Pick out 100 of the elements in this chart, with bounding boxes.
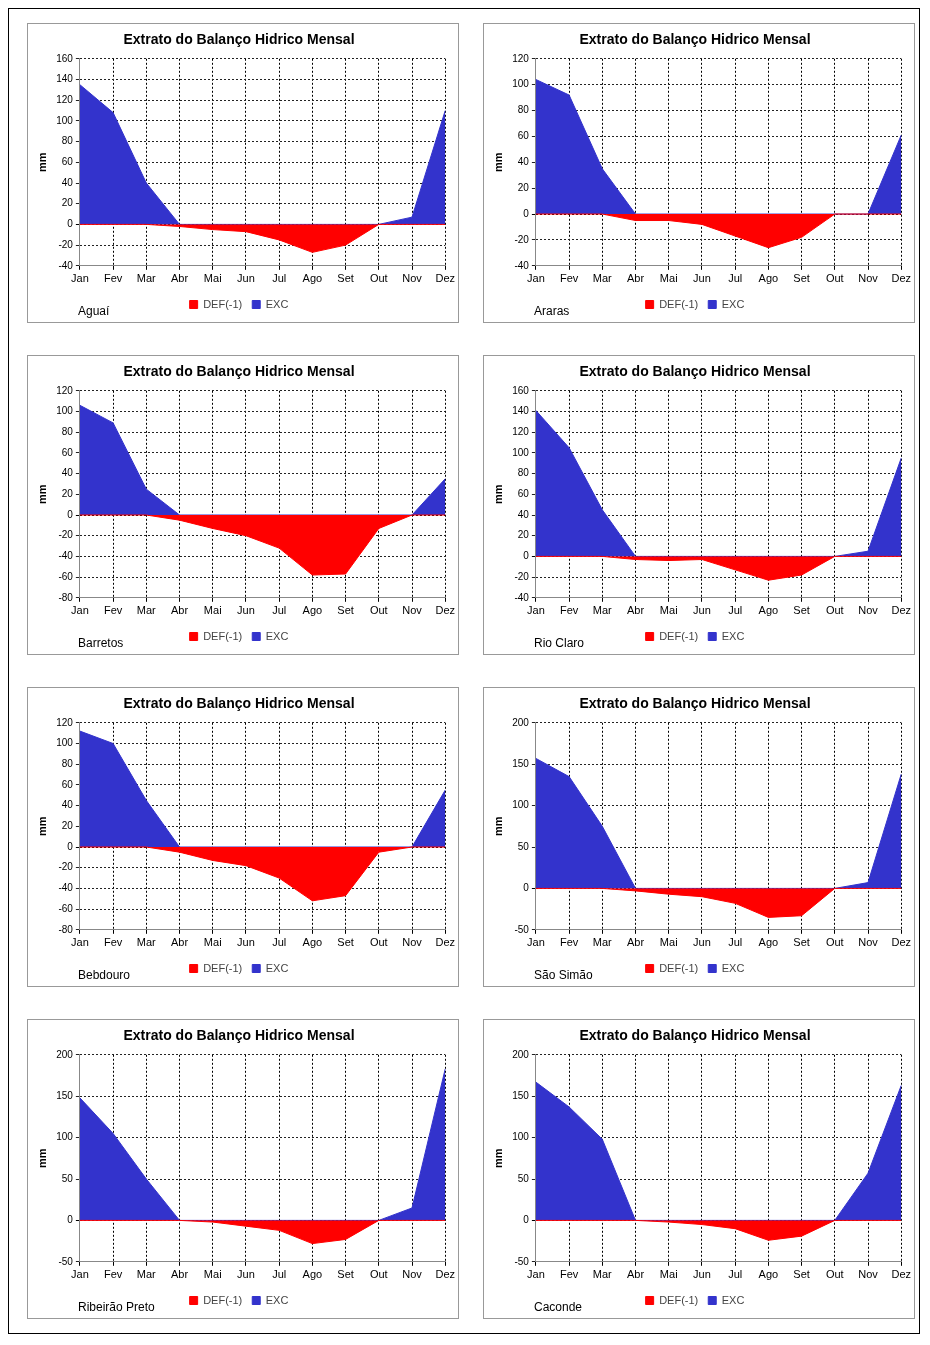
y-tick-label: 200 <box>512 716 530 728</box>
x-tick-label: Jan <box>527 936 545 949</box>
x-tick-label: Jul <box>272 272 287 285</box>
y-tick-label: -50 <box>58 1255 74 1267</box>
x-tick-label: Ago <box>302 604 323 617</box>
x-tick-label: Ago <box>302 1268 323 1281</box>
x-tick-label: Mar <box>592 604 613 617</box>
legend-label: DEF(-1) <box>659 961 699 974</box>
x-tick-label: Jan <box>71 604 89 617</box>
x-tick-label: Fev <box>559 604 579 617</box>
y-tick-label: -60 <box>58 570 74 582</box>
x-tick-label: Jul <box>272 604 287 617</box>
x-tick-label: Mar <box>136 936 157 949</box>
y-tick-label: 80 <box>61 757 74 769</box>
y-tick-label: 40 <box>517 508 530 520</box>
x-tick-label: Ago <box>302 272 323 285</box>
y-tick-label: -80 <box>58 591 74 603</box>
x-tick-label: Jun <box>693 936 711 949</box>
y-tick-label: 0 <box>523 1214 530 1226</box>
y-tick-label: -20 <box>58 238 74 250</box>
y-tick-label: 120 <box>512 425 530 437</box>
y-tick-label: 160 <box>512 384 530 396</box>
x-tick-label: Dez <box>435 1268 455 1281</box>
y-tick-label: 0 <box>523 882 530 894</box>
x-tick-label: Jul <box>272 1268 287 1281</box>
x-tick-label: Ago <box>758 272 779 285</box>
chart-title: Extrato do Balanço Hidrico Mensal <box>579 695 811 712</box>
chart-title: Extrato do Balanço Hidrico Mensal <box>579 363 811 380</box>
x-tick-label: Abr <box>170 936 189 949</box>
x-tick-label: Ago <box>758 936 779 949</box>
y-tick-label: 60 <box>61 156 74 168</box>
text: Araras <box>534 304 570 318</box>
y-tick-label: -50 <box>514 1255 530 1267</box>
legend-label: DEF(-1) <box>659 297 699 310</box>
y-axis-title: mm <box>35 1148 48 1169</box>
y-tick-label: 20 <box>61 488 74 500</box>
y-tick-label: 150 <box>512 757 530 769</box>
y-tick-label: 140 <box>512 405 530 417</box>
y-tick-label: 40 <box>61 467 74 479</box>
y-tick-label: 60 <box>517 488 530 500</box>
y-tick-label: 100 <box>56 1131 74 1143</box>
x-tick-label: Fev <box>559 272 579 285</box>
y-tick-label: 0 <box>67 508 74 520</box>
y-tick-label: 150 <box>512 1089 530 1101</box>
x-tick-label: Out <box>825 1268 844 1281</box>
legend-label: DEF(-1) <box>659 629 699 642</box>
y-axis-title: mm <box>491 484 504 505</box>
y-tick-label: 0 <box>67 218 74 230</box>
x-tick-label: Dez <box>891 604 911 617</box>
text: Bebdouro <box>78 968 131 982</box>
x-tick-label: Jan <box>71 936 89 949</box>
y-tick-label: -20 <box>58 861 74 873</box>
y-tick-label: 200 <box>512 1048 530 1060</box>
x-tick-label: Set <box>793 1268 810 1281</box>
y-tick-label: -40 <box>58 259 74 271</box>
y-tick-label: 150 <box>56 1089 74 1101</box>
x-tick-label: Set <box>793 604 810 617</box>
y-tick-label: 0 <box>523 207 530 219</box>
x-tick-label: Set <box>337 1268 354 1281</box>
x-tick-label: Jul <box>728 1268 743 1281</box>
y-tick-label: 80 <box>517 104 530 116</box>
x-tick-label: Dez <box>435 272 455 285</box>
y-tick-label: 60 <box>61 446 74 458</box>
x-tick-label: Mai <box>203 604 222 617</box>
y-tick-label: 100 <box>512 1131 530 1143</box>
x-tick-label: Dez <box>435 604 455 617</box>
chart-title: Extrato do Balanço Hidrico Mensal <box>123 1027 355 1044</box>
legend-label: DEF(-1) <box>203 961 243 974</box>
text: São Simão <box>534 968 593 982</box>
y-tick-label: 40 <box>517 156 530 168</box>
legend-label: EXC <box>265 629 289 642</box>
x-tick-label: Jan <box>71 1268 89 1281</box>
legend-label: EXC <box>265 1293 289 1306</box>
y-tick-label: 20 <box>61 197 74 209</box>
x-tick-label: Jun <box>693 272 711 285</box>
x-tick-label: Fev <box>103 936 123 949</box>
y-axis-title: mm <box>491 1148 504 1169</box>
y-axis-title: mm <box>35 484 48 505</box>
chart-title: Extrato do Balanço Hidrico Mensal <box>579 31 811 48</box>
x-tick-label: Abr <box>626 936 645 949</box>
y-tick-label: 120 <box>512 52 530 64</box>
y-tick-label: 120 <box>56 716 74 728</box>
y-tick-label: 100 <box>512 78 530 90</box>
legend-label: EXC <box>721 297 745 310</box>
x-tick-label: Out <box>825 604 844 617</box>
x-tick-label: Set <box>793 936 810 949</box>
x-tick-label: Nov <box>858 936 879 949</box>
x-tick-label: Abr <box>170 272 189 285</box>
x-tick-label: Out <box>369 936 388 949</box>
chart-title: Extrato do Balanço Hidrico Mensal <box>123 695 355 712</box>
y-tick-label: 80 <box>61 425 74 437</box>
y-tick-label: -60 <box>58 902 74 914</box>
x-tick-label: Mar <box>592 1268 613 1281</box>
y-tick-label: -40 <box>58 550 74 562</box>
y-tick-label: 100 <box>56 737 74 749</box>
legend-label: EXC <box>721 629 745 642</box>
x-tick-label: Nov <box>402 272 423 285</box>
y-tick-label: 20 <box>517 529 530 541</box>
x-tick-label: Ago <box>302 936 323 949</box>
text: Ribeirão Preto <box>78 1300 155 1314</box>
